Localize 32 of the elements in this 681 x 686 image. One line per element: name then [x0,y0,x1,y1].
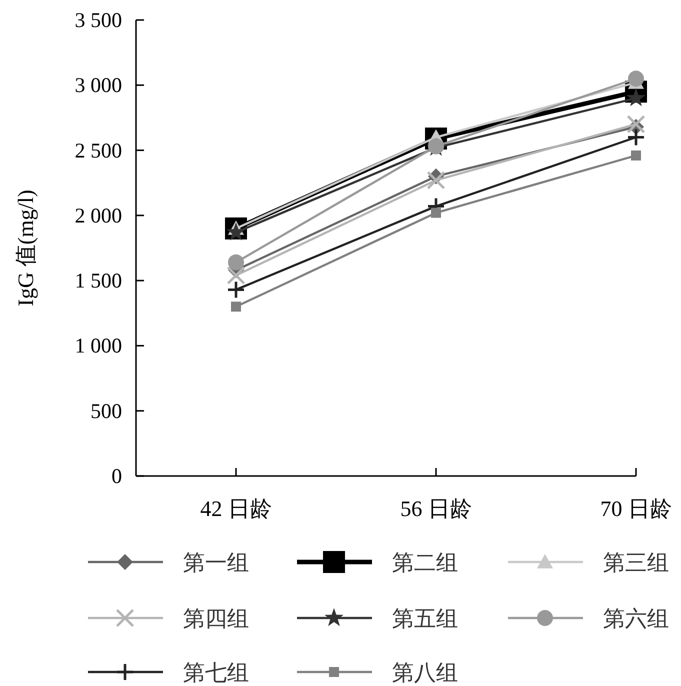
x-tick-label: 42 日龄 [200,496,272,521]
legend-label: 第六组 [603,606,669,631]
y-tick-label: 500 [90,398,122,423]
point [626,128,646,147]
y-axis-title: IgG 值(mg/l) [13,190,38,306]
point [631,150,641,160]
y-tick-label: 2 500 [74,138,122,162]
point [226,222,246,240]
legend-label: 第八组 [392,660,458,685]
point [226,280,246,299]
legend-label: 第三组 [603,550,669,575]
legend-label: 第五组 [392,606,458,631]
point [226,266,246,285]
point [426,171,446,190]
legend-label: 第七组 [183,660,249,685]
legend-label: 第二组 [392,550,458,575]
point [228,254,244,270]
y-tick-label: 3 500 [74,8,122,32]
point [231,302,241,312]
y-tick-label: 1 000 [74,334,122,358]
legend-label: 第四组 [183,606,249,631]
y-tick-label: 1 500 [74,268,122,293]
x-tick-label: 56 日龄 [400,496,472,521]
point [626,114,646,134]
y-tick-label: 2 000 [74,203,122,228]
legend-label: 第一组 [183,550,249,575]
point [431,208,441,218]
y-tick-label: 3 000 [74,73,122,98]
point [628,70,644,87]
point [626,88,646,106]
x-tick-label: 70 日龄 [600,496,672,521]
y-tick-label: 0 [112,464,122,488]
